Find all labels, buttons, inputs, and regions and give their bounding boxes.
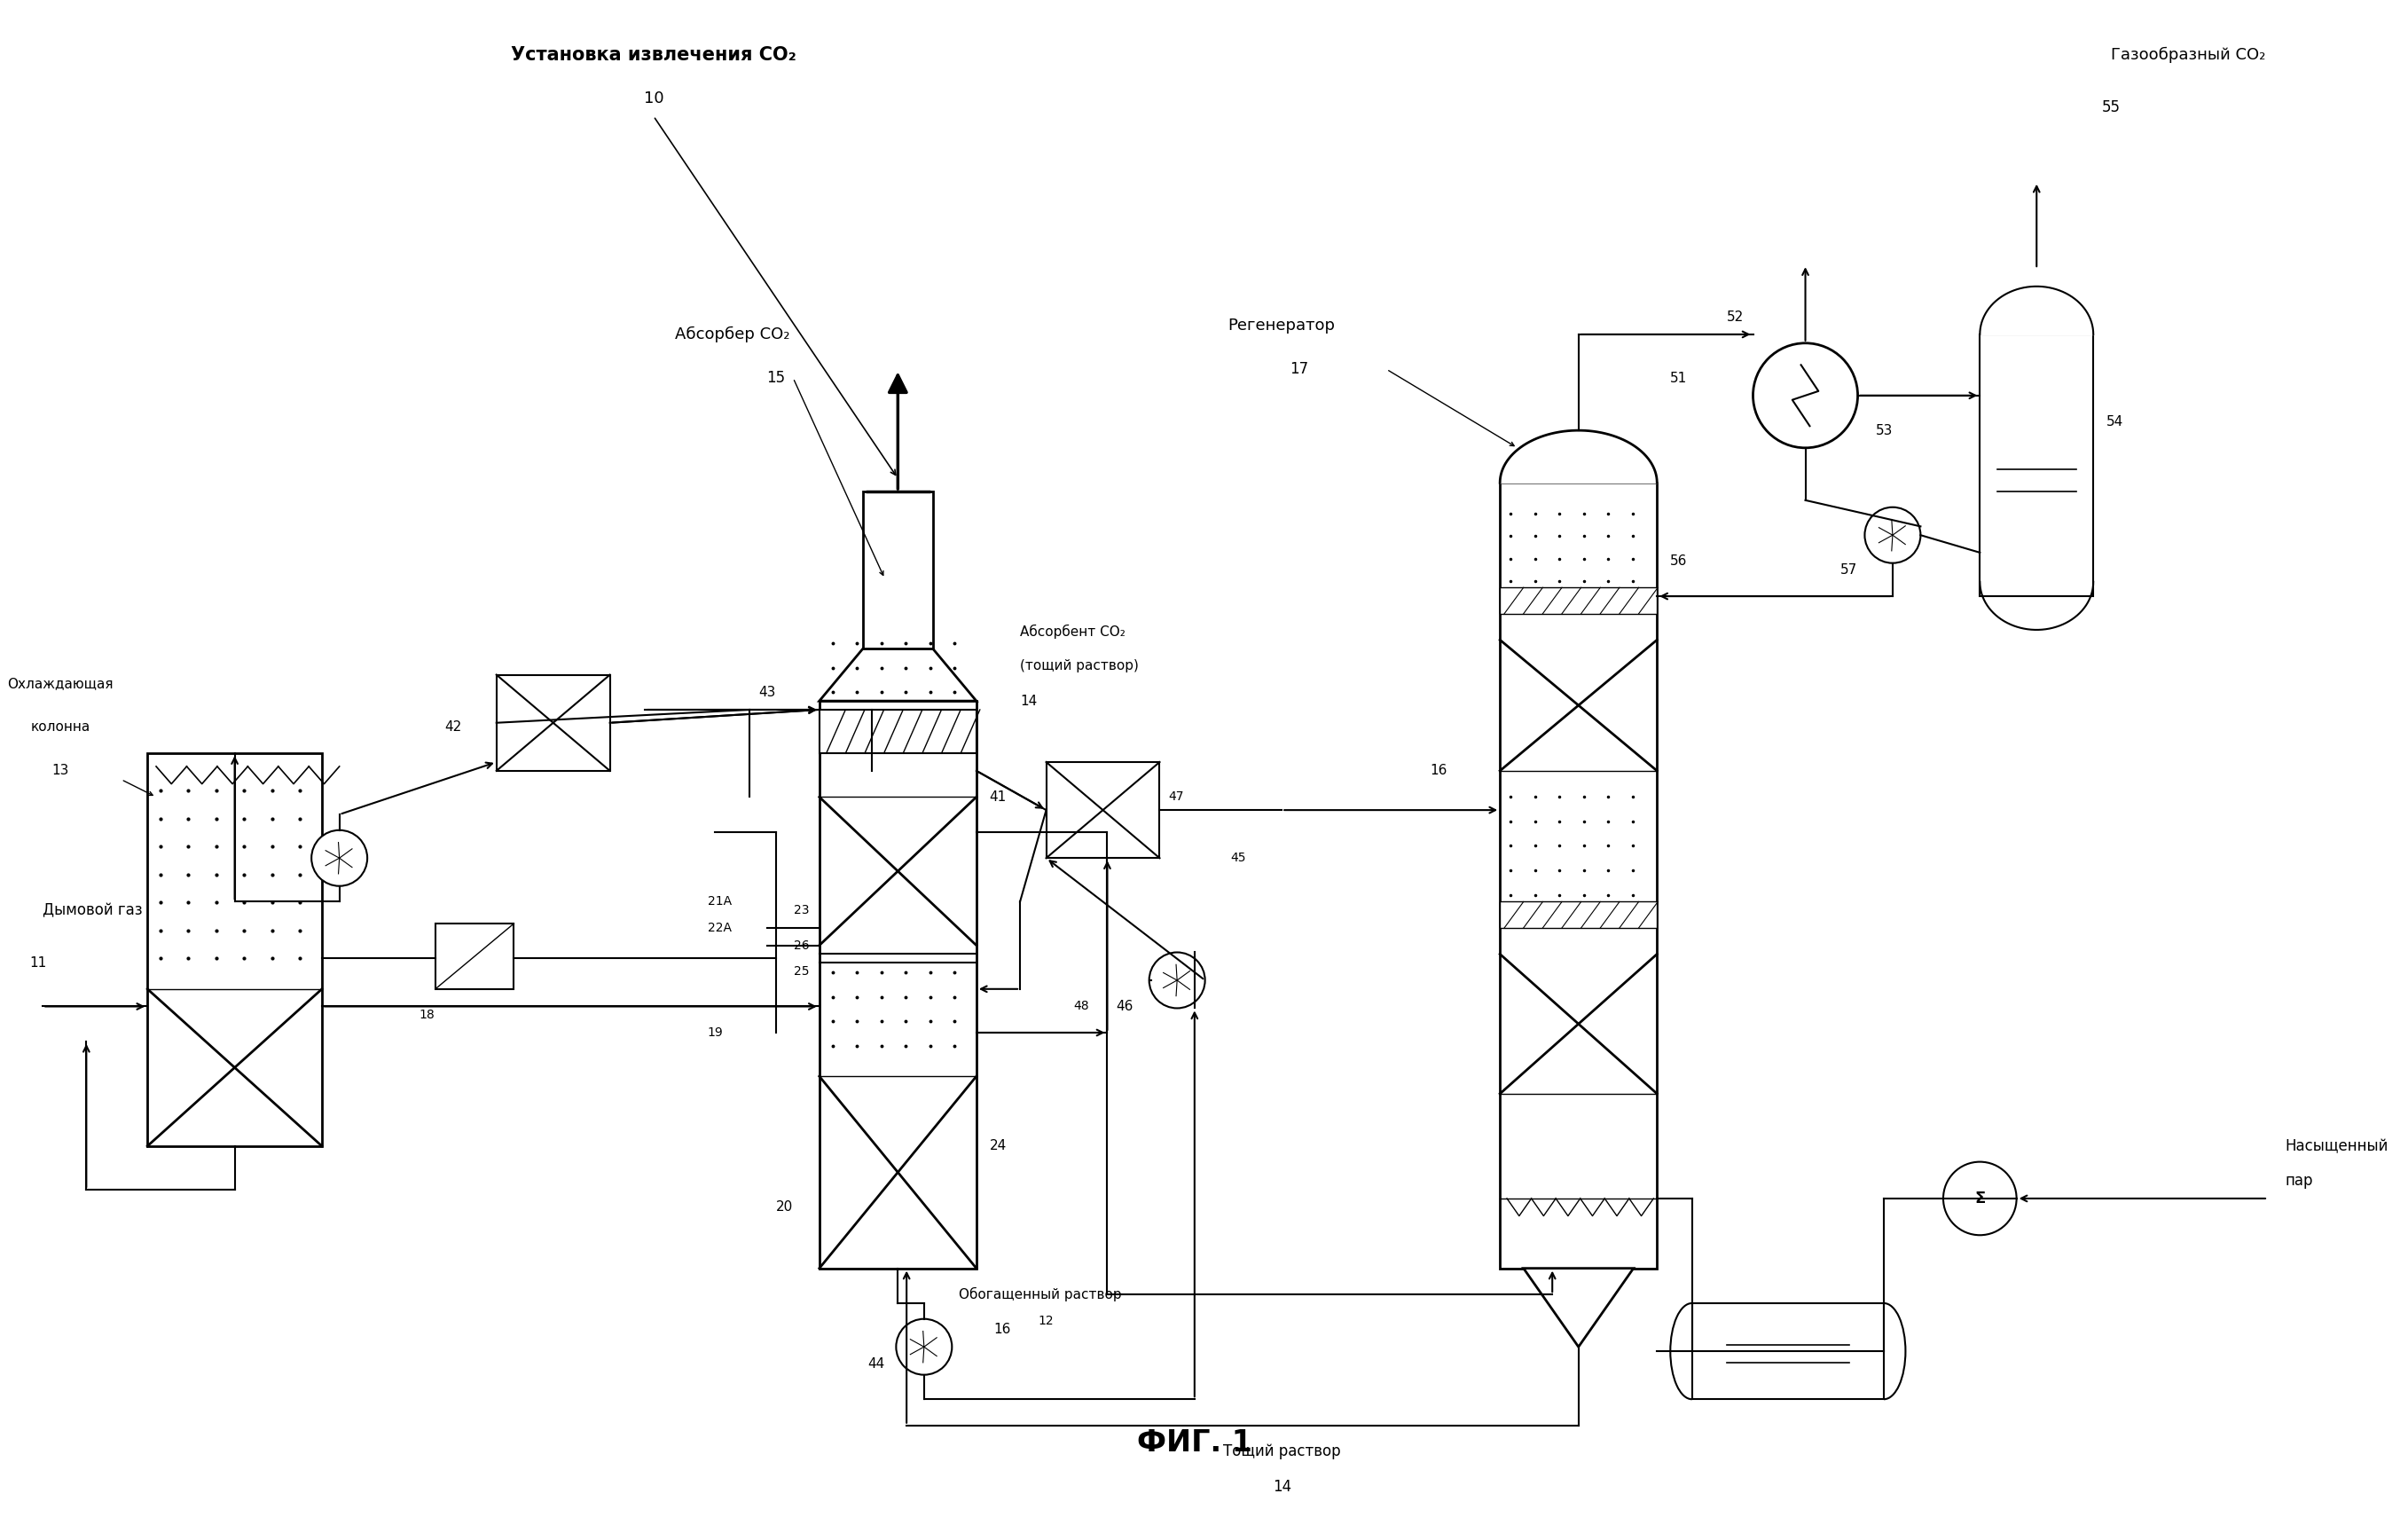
Circle shape [896, 1319, 951, 1374]
Text: 43: 43 [759, 686, 775, 698]
Bar [436, 924, 513, 990]
Text: 46: 46 [1117, 1000, 1134, 1013]
Text: 23: 23 [795, 904, 809, 917]
Text: 52: 52 [1727, 310, 1743, 323]
Polygon shape [1524, 1269, 1633, 1347]
Text: Обогащенный раствор: Обогащенный раствор [958, 1287, 1122, 1302]
Bar [1693, 1304, 1883, 1400]
Text: 24: 24 [990, 1139, 1007, 1153]
Circle shape [311, 830, 368, 886]
Bar [1045, 762, 1161, 859]
Text: Охлаждающая: Охлаждающая [7, 677, 113, 691]
Polygon shape [819, 648, 975, 702]
Text: 25: 25 [795, 965, 809, 978]
Text: пар: пар [2285, 1173, 2314, 1190]
Text: 17: 17 [1291, 361, 1308, 377]
Text: 18: 18 [419, 1010, 433, 1022]
Text: 14: 14 [1271, 1479, 1291, 1494]
Text: Регенератор: Регенератор [1228, 317, 1336, 334]
Text: 10: 10 [643, 90, 665, 107]
Text: 26: 26 [795, 939, 809, 952]
Text: 21A: 21A [708, 895, 732, 907]
Bar [819, 702, 975, 1269]
Text: 13: 13 [51, 764, 70, 778]
Text: 51: 51 [1671, 372, 1688, 384]
Text: Насыщенный: Насыщенный [2285, 1138, 2389, 1154]
Text: 12: 12 [1038, 1315, 1055, 1327]
Bar [1500, 901, 1657, 927]
Text: 42: 42 [445, 720, 462, 734]
Bar [1500, 483, 1657, 1269]
Text: Установка извлечения CO₂: Установка извлечения CO₂ [510, 46, 797, 64]
Text: 20: 20 [775, 1200, 792, 1214]
Text: Дымовой газ: Дымовой газ [43, 903, 142, 918]
Text: 14: 14 [1021, 694, 1038, 708]
Text: 54: 54 [2107, 415, 2124, 429]
Text: Абсорбент CO₂: Абсорбент CO₂ [1021, 624, 1125, 639]
Text: 41: 41 [990, 790, 1007, 804]
Text: 56: 56 [1671, 555, 1688, 567]
Bar [1979, 334, 2093, 596]
Text: 45: 45 [1230, 852, 1245, 865]
Text: 22A: 22A [708, 921, 732, 935]
Bar [862, 491, 932, 648]
Text: 53: 53 [1876, 424, 1893, 438]
Text: 57: 57 [1840, 563, 1857, 576]
Bar [1500, 587, 1657, 613]
Text: 11: 11 [29, 956, 46, 970]
Circle shape [1864, 508, 1922, 563]
Text: 16: 16 [1430, 764, 1447, 778]
Text: Тощий раствор: Тощий раствор [1223, 1444, 1341, 1459]
Text: 15: 15 [766, 371, 785, 386]
Circle shape [1753, 343, 1857, 448]
Circle shape [1149, 952, 1204, 1008]
Text: 55: 55 [2102, 99, 2119, 116]
Text: Газообразный CO₂: Газообразный CO₂ [2112, 47, 2266, 63]
Bar [496, 674, 609, 770]
Text: 44: 44 [867, 1357, 884, 1371]
Text: ФИГ. 1: ФИГ. 1 [1137, 1429, 1252, 1458]
Text: 47: 47 [1168, 791, 1185, 804]
Text: Абсорбер CO₂: Абсорбер CO₂ [674, 326, 790, 343]
Bar [819, 709, 975, 753]
Bar [147, 753, 323, 1147]
Text: колонна: колонна [31, 720, 89, 734]
Text: Σ: Σ [1975, 1191, 1984, 1206]
Text: 19: 19 [708, 1026, 722, 1039]
Text: 48: 48 [1074, 1000, 1088, 1013]
Text: 16: 16 [995, 1322, 1011, 1336]
Text: (тощий раствор): (тощий раствор) [1021, 659, 1139, 673]
Circle shape [1943, 1162, 2015, 1235]
